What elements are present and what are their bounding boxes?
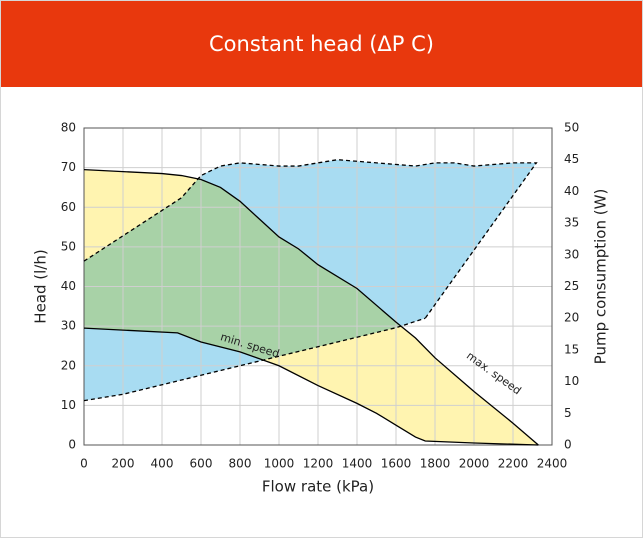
x-tick-label: 1800 <box>420 457 451 471</box>
x-axis-label: Flow rate (kPa) <box>262 478 374 496</box>
y2-tick-label: 30 <box>564 247 579 261</box>
y2-tick-label: 15 <box>564 342 579 356</box>
y2-tick-label: 5 <box>564 406 572 420</box>
y-tick-label: 30 <box>61 319 76 333</box>
y2-tick-label: 10 <box>564 374 579 388</box>
y-tick-label: 10 <box>61 398 76 412</box>
x-tick-label: 200 <box>112 457 135 471</box>
line <box>83 168 539 446</box>
y-tick-label: 20 <box>61 358 76 372</box>
line <box>83 327 539 446</box>
y-tick-label: 70 <box>61 160 76 174</box>
header: Constant head (ΔP C) <box>1 1 642 87</box>
x-tick-label: 1000 <box>264 457 295 471</box>
x-tick-label: 600 <box>190 457 213 471</box>
x-tick-label: 2000 <box>459 457 490 471</box>
line <box>83 159 538 319</box>
y2-tick-label: 0 <box>564 438 572 452</box>
x-tick-label: 1400 <box>342 457 373 471</box>
y-tick-label: 50 <box>61 239 76 253</box>
line <box>83 317 426 402</box>
y-tick-label: 0 <box>68 438 76 452</box>
x-tick-label: 2400 <box>537 457 568 471</box>
y2-tick-label: 50 <box>564 121 579 135</box>
y2-tick-label: 45 <box>564 152 579 166</box>
x-tick-label: 800 <box>229 457 252 471</box>
y2-tick-label: 25 <box>564 279 579 293</box>
plot-frame <box>83 127 553 446</box>
y2-tick-label: 20 <box>564 311 579 325</box>
x-tick-label: 400 <box>151 457 174 471</box>
x-tick-label: 0 <box>80 457 88 471</box>
y2-tick-label: 35 <box>564 216 579 230</box>
y2-axis-label: Pump consumption (W) <box>592 189 610 365</box>
y-axis-label: Head (l/h) <box>32 249 50 323</box>
y-tick-label: 40 <box>61 279 76 293</box>
x-tick-label: 1600 <box>381 457 412 471</box>
y-tick-label: 80 <box>61 121 76 135</box>
y2-tick-label: 40 <box>564 184 579 198</box>
x-tick-label: 1200 <box>303 457 334 471</box>
x-tick-label: 2200 <box>498 457 529 471</box>
header-title: Constant head (ΔP C) <box>209 32 434 56</box>
y-tick-label: 60 <box>61 200 76 214</box>
